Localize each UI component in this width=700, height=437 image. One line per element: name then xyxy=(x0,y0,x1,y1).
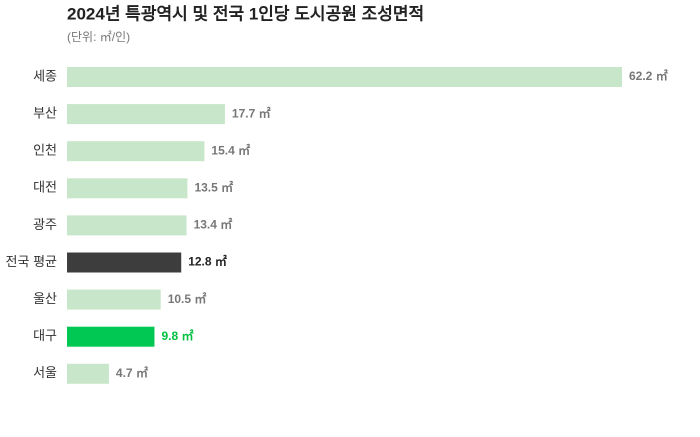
bar xyxy=(67,178,188,199)
value-label: 13.4 ㎡ xyxy=(194,217,233,232)
chart-subtitle: (단위: ㎡/인) xyxy=(67,30,130,44)
bar xyxy=(67,326,155,347)
bar xyxy=(67,141,205,162)
bar xyxy=(67,104,225,125)
value-label: 4.7 ㎡ xyxy=(116,365,148,380)
value-label: 9.8 ㎡ xyxy=(161,328,193,343)
value-label: 13.5 ㎡ xyxy=(194,179,233,194)
chart-title: 2024년 특광역시 및 전국 1인당 도시공원 조성면적 xyxy=(67,4,424,23)
category-label: 대구 xyxy=(33,328,57,343)
category-label: 인천 xyxy=(33,143,57,158)
bar xyxy=(67,289,161,310)
category-label: 전국 평균 xyxy=(6,254,57,269)
bar xyxy=(67,363,109,384)
category-label: 서울 xyxy=(33,365,57,380)
category-label: 부산 xyxy=(33,106,57,121)
category-label: 세종 xyxy=(33,68,57,83)
value-label: 15.4 ㎡ xyxy=(211,142,250,157)
bar xyxy=(67,215,187,236)
value-label: 62.2 ㎡ xyxy=(629,68,668,83)
category-label: 울산 xyxy=(33,291,57,306)
category-label: 광주 xyxy=(33,217,57,232)
bar xyxy=(67,67,622,87)
value-label: 17.7 ㎡ xyxy=(232,105,271,120)
value-label: 12.8 ㎡ xyxy=(188,254,227,269)
value-label: 10.5 ㎡ xyxy=(168,291,207,306)
category-label: 대전 xyxy=(33,180,57,195)
bar xyxy=(67,252,182,273)
